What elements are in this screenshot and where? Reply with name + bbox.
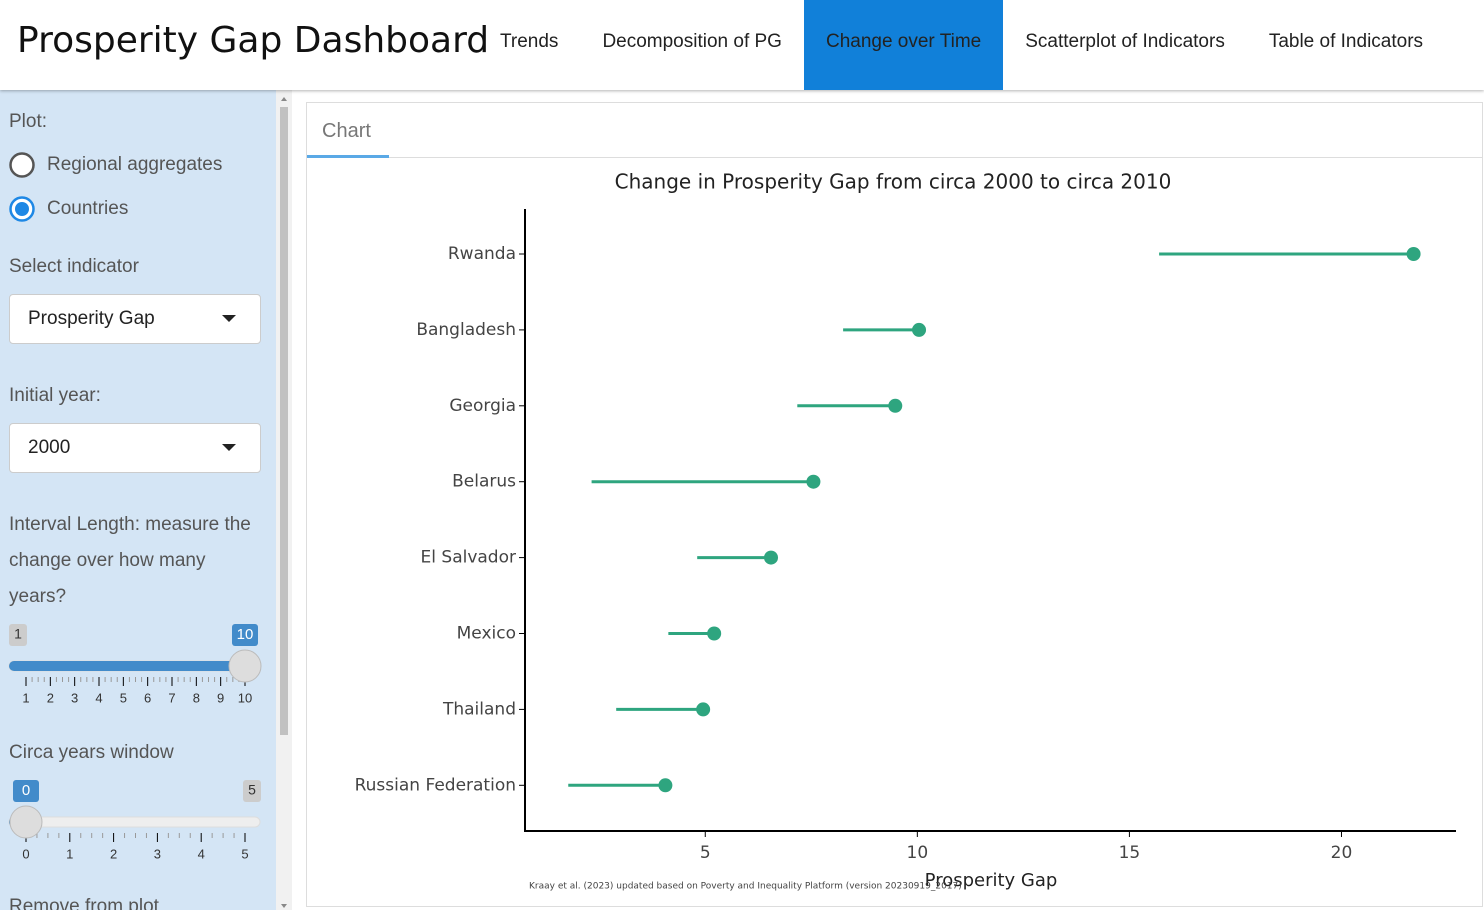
indicator-select[interactable]: Prosperity Gap [9, 294, 261, 344]
nav-tabs: Trends Decomposition of PG Change over Tim… [478, 0, 1445, 90]
nav-tab[interactable]: Table of Indicators [1268, 31, 1424, 52]
slider-max: 5 [248, 782, 256, 798]
slider-value-badge [232, 624, 258, 646]
slider-tick-label: 0 [22, 846, 29, 861]
panel-tab[interactable]: Chart [322, 120, 371, 142]
indicator-label: Select indicator [9, 256, 139, 277]
end-point [888, 398, 903, 413]
sidebar: Plot: Select indicator Prosperity Gap In… [0, 90, 276, 910]
panel: Chart Change in Prosperity Gap from circ… [306, 102, 1483, 907]
slider-tick-label: 6 [144, 690, 151, 705]
chart-title: Change in Prosperity Gap from circa 2000… [615, 170, 1172, 194]
slider-tick-label: 7 [168, 690, 175, 705]
x-tick-label: 10 [907, 843, 929, 863]
y-tick-label: Thailand [442, 699, 516, 719]
remove-label: Remove from plot [9, 896, 159, 910]
slider-value: 0 [22, 782, 30, 799]
source-note: Kraay et al. (2023) updated based on Pov… [529, 882, 962, 892]
nav-tab[interactable]: Trends [500, 31, 559, 52]
circa-label: Circa years window [9, 742, 174, 763]
slider-bar [9, 661, 245, 671]
slider-tick-label: 10 [238, 690, 252, 705]
slider-tick-label: 3 [71, 690, 78, 705]
slider-tick-label: 5 [120, 690, 127, 705]
end-point [912, 322, 927, 337]
slider-tick-label: 1 [66, 846, 73, 861]
chart: Change in Prosperity Gap from circa 2000… [355, 170, 1456, 892]
y-tick-label: Rwanda [448, 244, 516, 264]
slider-tick-label: 8 [193, 690, 200, 705]
end-point [658, 778, 673, 793]
slider-min: 1 [14, 626, 22, 642]
slider-tick-label: 4 [198, 846, 205, 861]
slider-tick-label: 1 [22, 690, 29, 705]
nav-tab[interactable]: Decomposition of PG [602, 31, 782, 52]
slider-tick-label: 3 [154, 846, 161, 861]
app-title: Prosperity Gap Dashboard [17, 20, 490, 61]
y-tick-label: Belarus [452, 472, 516, 492]
y-tick-label: Bangladesh [416, 320, 516, 340]
slider-tick-label: 2 [110, 846, 117, 861]
x-tick-label: 20 [1331, 843, 1353, 863]
slider-tick-label: 9 [217, 690, 224, 705]
slider-tick-label: 4 [95, 690, 102, 705]
x-tick-label: 15 [1119, 843, 1141, 863]
slider-track [8, 816, 261, 828]
end-point [806, 474, 821, 489]
radio[interactable] [9, 152, 35, 178]
nav-tab[interactable]: Change over Time [803, 0, 1004, 90]
radio-dot [15, 202, 29, 216]
select-value: Prosperity Gap [28, 308, 155, 329]
x-axis-label: Prosperity Gap [925, 870, 1058, 891]
header: Prosperity Gap Dashboard Trends Decomposi… [0, 0, 1484, 90]
slider-value: 10 [237, 626, 254, 643]
end-point [707, 626, 722, 641]
radio-label: Regional aggregates [47, 154, 222, 175]
slider-max-badge [243, 780, 261, 802]
y-tick-label: Russian Federation [355, 775, 516, 795]
slider-value-badge [13, 780, 39, 802]
plot-label: Plot: [9, 111, 48, 132]
slider-tick-label: 2 [47, 690, 54, 705]
end-point [1406, 247, 1421, 261]
radio-label: Countries [47, 198, 128, 219]
year-select[interactable]: 2000 [9, 423, 261, 473]
y-tick-label: Georgia [449, 396, 516, 416]
select-value: 2000 [28, 437, 71, 458]
slider-min-badge [9, 624, 27, 646]
y-tick-label: El Salvador [421, 548, 516, 568]
x-tick-label: 5 [700, 843, 711, 863]
year-label: Initial year: [9, 385, 101, 406]
nav-tab[interactable]: Scatterplot of Indicators [1025, 31, 1225, 52]
scrollbar[interactable] [276, 90, 292, 910]
slider-handle[interactable] [9, 805, 43, 839]
end-point [764, 550, 779, 565]
slider-handle[interactable] [228, 649, 262, 683]
slider-tick-label: 5 [241, 846, 248, 861]
interval-label: Interval Length: measure the change over… [9, 514, 251, 607]
y-tick-label: Mexico [457, 624, 516, 644]
end-point [696, 702, 711, 717]
